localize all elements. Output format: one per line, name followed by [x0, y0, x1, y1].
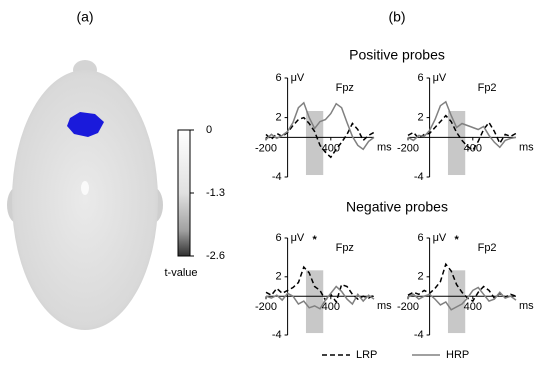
annotation: * — [312, 234, 317, 246]
y-tick-label: 6 — [417, 72, 423, 84]
y-axis-label: μV — [433, 72, 447, 84]
y-tick-label: -4 — [414, 329, 424, 341]
y-tick-label: -4 — [414, 171, 424, 183]
waveform — [265, 116, 375, 159]
waveform — [407, 114, 517, 152]
y-axis-label: μV — [433, 232, 447, 244]
y-tick-label: 2 — [275, 112, 281, 124]
waveform — [407, 100, 517, 149]
y-tick-label: 6 — [417, 232, 423, 244]
x-axis-label: ms — [519, 141, 534, 153]
highlight-band — [305, 111, 324, 176]
waveform — [265, 285, 375, 310]
y-tick-label: 6 — [275, 72, 281, 84]
chart-title: Fp2 — [478, 82, 497, 94]
highlight-band — [447, 270, 466, 334]
colorbar-label: t-value — [164, 267, 197, 279]
chart-title: Fp2 — [478, 242, 497, 254]
x-tick-label: -200 — [255, 301, 277, 313]
x-tick-label: 400 — [322, 142, 340, 154]
panel-label: (a) — [76, 9, 93, 25]
panel-label: (b) — [388, 9, 405, 25]
x-tick-label: 400 — [464, 142, 482, 154]
x-axis-label: ms — [377, 300, 392, 312]
highlight-band — [447, 111, 466, 176]
chart-title: Fpz — [336, 242, 354, 254]
x-axis-label: ms — [519, 300, 534, 312]
waveform — [407, 286, 517, 311]
legend-label: LRP — [356, 349, 377, 361]
y-tick-label: 6 — [275, 232, 281, 244]
x-tick-label: 400 — [322, 301, 340, 313]
section-title: Negative probes — [346, 199, 448, 215]
y-axis-label: μV — [291, 232, 305, 244]
legend-label: HRP — [446, 349, 469, 361]
highlight-band — [305, 270, 324, 334]
chart-title: Fpz — [336, 82, 354, 94]
colorbar-tick-label: 0 — [206, 124, 212, 136]
legend: LRP HRP — [322, 349, 469, 361]
head-map — [7, 60, 163, 330]
x-tick-label: -200 — [397, 142, 419, 154]
x-tick-label: -200 — [397, 301, 419, 313]
x-axis-label: ms — [377, 141, 392, 153]
y-tick-label: 2 — [275, 271, 281, 283]
x-tick-label: 400 — [464, 301, 482, 313]
y-axis-label: μV — [291, 72, 305, 84]
y-tick-label: 2 — [417, 271, 423, 283]
y-tick-label: 2 — [417, 112, 423, 124]
x-tick-label: -200 — [255, 142, 277, 154]
section-title: Positive probes — [349, 47, 445, 63]
colorbar-tick-label: -1.3 — [206, 187, 225, 199]
colorbar — [177, 129, 191, 257]
colorbar-tick-label: -2.6 — [206, 250, 225, 262]
y-tick-label: -4 — [272, 171, 282, 183]
waveform — [265, 101, 375, 151]
y-tick-label: -4 — [272, 329, 282, 341]
annotation: * — [454, 234, 459, 246]
